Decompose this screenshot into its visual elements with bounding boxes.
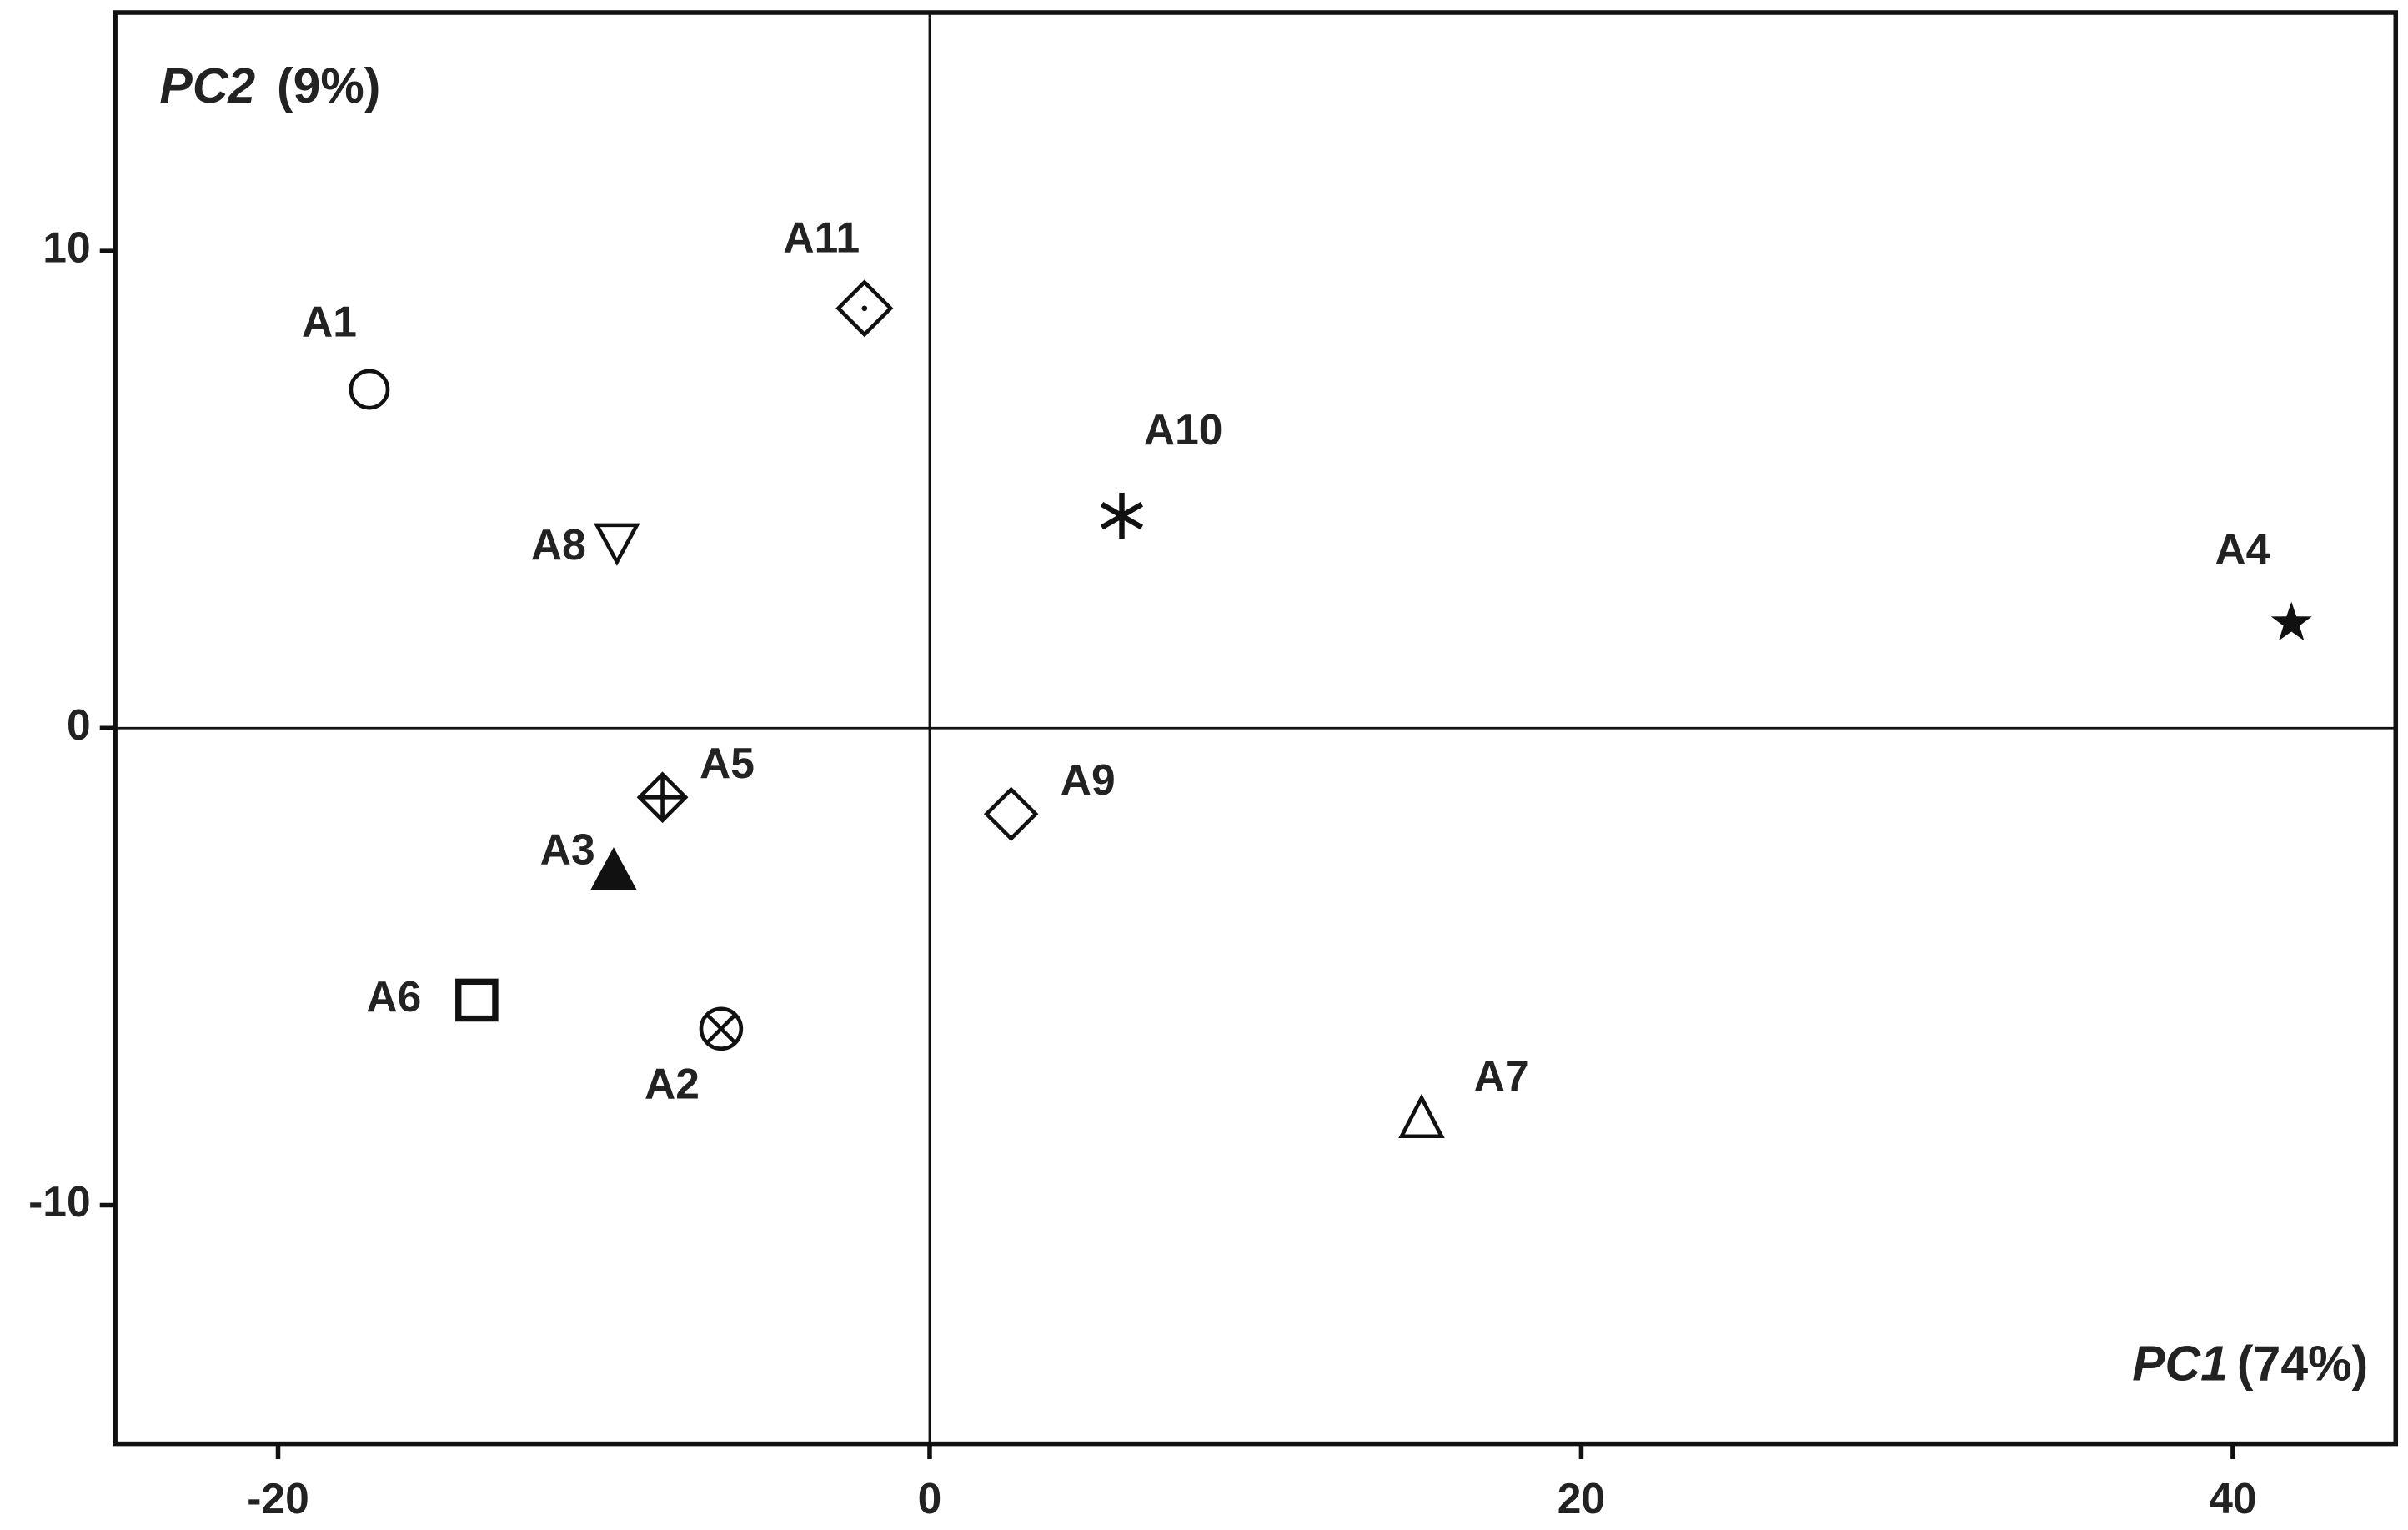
x-tick-label: 20	[1558, 1474, 1605, 1522]
x-tick-label: -20	[247, 1474, 309, 1522]
x-axis-pct: (74%)	[2237, 1337, 2368, 1391]
marker-shape	[835, 279, 894, 338]
x-axis-name: PC1	[2132, 1337, 2228, 1391]
y-tick-label: 10	[43, 223, 90, 272]
point-label: A2	[645, 1059, 700, 1107]
marker-shape	[705, 1013, 737, 1044]
marker-shape	[636, 771, 689, 824]
point-marker	[636, 771, 689, 824]
point-label: A9	[1061, 755, 1116, 804]
marker-shape	[455, 978, 499, 1022]
point-label: A5	[700, 739, 755, 787]
marker-shape	[861, 305, 868, 312]
marker-shape	[594, 523, 640, 566]
point-marker	[1100, 493, 1144, 539]
point-label: A4	[2215, 524, 2270, 573]
y-tick-label: 0	[67, 700, 91, 749]
y-tick-label: -10	[28, 1177, 91, 1226]
point-label: A3	[540, 825, 595, 873]
marker-shape	[699, 1006, 744, 1051]
point-marker	[349, 369, 390, 410]
point-marker	[590, 847, 637, 890]
point-marker	[2270, 601, 2312, 641]
point-label: A11	[783, 213, 860, 261]
marker-shape	[1100, 493, 1144, 539]
point-marker	[699, 1006, 744, 1051]
y-axis-pct: (9%)	[277, 59, 380, 113]
point-label: A6	[366, 972, 421, 1021]
marker-shape	[1398, 1093, 1445, 1139]
y-axis-name: PC2	[160, 59, 256, 113]
x-tick-label: 0	[918, 1474, 942, 1522]
point-marker	[455, 978, 499, 1022]
y-axis-title: PC2 (9%)	[160, 59, 381, 113]
point-marker	[983, 786, 1039, 842]
marker-shape	[349, 369, 390, 410]
x-tick-label: 40	[2209, 1474, 2256, 1522]
point-label: A8	[531, 520, 586, 569]
marker-shape	[590, 847, 637, 890]
point-label: A1	[302, 297, 357, 345]
point-label: A10	[1144, 405, 1223, 454]
x-axis-title: PC1 (74%)	[2132, 1337, 2368, 1391]
point-marker	[1398, 1093, 1445, 1139]
point-label: A7	[1474, 1051, 1529, 1100]
point-marker	[594, 523, 640, 566]
marker-shape	[983, 786, 1039, 842]
point-marker	[835, 279, 894, 338]
marker-shape	[2270, 601, 2312, 641]
